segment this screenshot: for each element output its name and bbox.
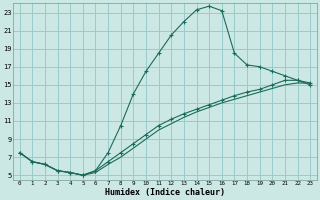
X-axis label: Humidex (Indice chaleur): Humidex (Indice chaleur) [105,188,225,197]
